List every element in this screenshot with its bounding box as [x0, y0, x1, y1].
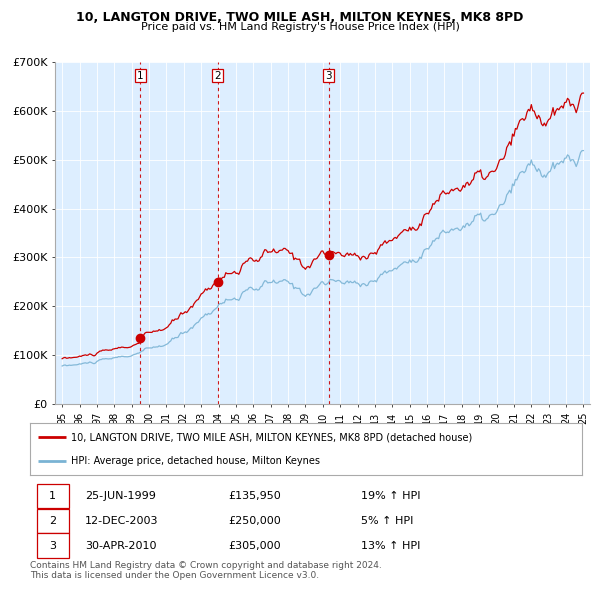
Text: 19% ↑ HPI: 19% ↑ HPI	[361, 491, 421, 501]
Text: 12-DEC-2003: 12-DEC-2003	[85, 516, 158, 526]
Text: HPI: Average price, detached house, Milton Keynes: HPI: Average price, detached house, Milt…	[71, 456, 320, 466]
Text: £305,000: £305,000	[229, 540, 281, 550]
Text: £250,000: £250,000	[229, 516, 281, 526]
Text: 3: 3	[325, 71, 332, 80]
Text: 13% ↑ HPI: 13% ↑ HPI	[361, 540, 421, 550]
Text: 1: 1	[49, 491, 56, 501]
FancyBboxPatch shape	[37, 533, 68, 558]
FancyBboxPatch shape	[37, 509, 68, 533]
Text: 10, LANGTON DRIVE, TWO MILE ASH, MILTON KEYNES, MK8 8PD: 10, LANGTON DRIVE, TWO MILE ASH, MILTON …	[76, 11, 524, 24]
Text: 2: 2	[49, 516, 56, 526]
Text: 5% ↑ HPI: 5% ↑ HPI	[361, 516, 413, 526]
Text: 10, LANGTON DRIVE, TWO MILE ASH, MILTON KEYNES, MK8 8PD (detached house): 10, LANGTON DRIVE, TWO MILE ASH, MILTON …	[71, 432, 473, 442]
Text: Contains HM Land Registry data © Crown copyright and database right 2024.
This d: Contains HM Land Registry data © Crown c…	[30, 560, 382, 580]
Text: 30-APR-2010: 30-APR-2010	[85, 540, 157, 550]
FancyBboxPatch shape	[37, 484, 68, 508]
Text: 2: 2	[214, 71, 221, 80]
Text: Price paid vs. HM Land Registry's House Price Index (HPI): Price paid vs. HM Land Registry's House …	[140, 22, 460, 32]
Text: 1: 1	[137, 71, 143, 80]
Text: 3: 3	[49, 540, 56, 550]
Text: £135,950: £135,950	[229, 491, 281, 501]
Text: 25-JUN-1999: 25-JUN-1999	[85, 491, 156, 501]
